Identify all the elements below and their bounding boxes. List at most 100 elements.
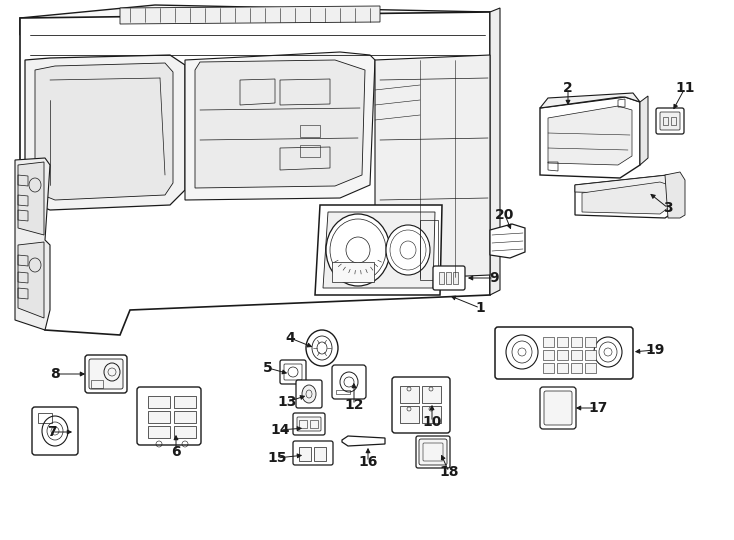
Ellipse shape	[386, 225, 430, 275]
Polygon shape	[490, 8, 500, 295]
Text: 8: 8	[50, 367, 60, 381]
Bar	[310, 420, 318, 428]
Bar	[420, 220, 438, 280]
Text: 19: 19	[645, 343, 665, 357]
Bar	[148, 426, 170, 438]
Bar	[174, 411, 196, 423]
Text: 16: 16	[358, 455, 378, 469]
Polygon shape	[18, 242, 44, 318]
Bar	[585, 337, 596, 347]
Bar	[543, 337, 554, 347]
FancyBboxPatch shape	[89, 359, 123, 389]
Text: 10: 10	[422, 415, 442, 429]
Bar	[543, 363, 554, 373]
Polygon shape	[15, 158, 50, 330]
Bar	[571, 350, 582, 360]
Bar	[557, 350, 568, 360]
Ellipse shape	[506, 335, 538, 369]
Polygon shape	[640, 96, 648, 165]
Polygon shape	[120, 6, 380, 24]
Bar	[422, 386, 441, 403]
Ellipse shape	[594, 337, 622, 367]
FancyBboxPatch shape	[656, 108, 684, 134]
FancyBboxPatch shape	[660, 112, 680, 130]
Bar	[557, 363, 568, 373]
Polygon shape	[540, 97, 640, 178]
Bar	[422, 406, 441, 423]
Polygon shape	[575, 175, 680, 195]
Ellipse shape	[42, 416, 68, 446]
Bar	[148, 396, 170, 408]
Ellipse shape	[326, 214, 390, 286]
Polygon shape	[35, 63, 173, 200]
Polygon shape	[375, 55, 490, 280]
Polygon shape	[20, 12, 490, 335]
FancyBboxPatch shape	[495, 327, 633, 379]
Bar	[671, 117, 676, 125]
Text: 7: 7	[47, 425, 57, 439]
Bar	[38, 413, 52, 423]
FancyBboxPatch shape	[296, 380, 322, 408]
Polygon shape	[540, 93, 640, 108]
Text: 5: 5	[263, 361, 273, 375]
Bar	[336, 390, 350, 394]
FancyBboxPatch shape	[85, 355, 127, 393]
Text: 20: 20	[495, 208, 515, 222]
FancyBboxPatch shape	[392, 377, 450, 433]
Polygon shape	[185, 52, 375, 200]
Text: 6: 6	[171, 445, 181, 459]
Bar	[543, 350, 554, 360]
Text: 11: 11	[675, 81, 695, 95]
FancyBboxPatch shape	[32, 407, 78, 455]
FancyBboxPatch shape	[293, 441, 333, 465]
Text: 13: 13	[277, 395, 297, 409]
Bar	[446, 272, 451, 284]
Polygon shape	[315, 205, 442, 295]
Ellipse shape	[302, 385, 316, 403]
FancyBboxPatch shape	[137, 387, 201, 445]
Bar	[585, 350, 596, 360]
Text: 3: 3	[664, 201, 673, 215]
Polygon shape	[582, 182, 672, 214]
Bar	[332, 262, 374, 282]
Ellipse shape	[306, 330, 338, 366]
Bar	[557, 337, 568, 347]
FancyBboxPatch shape	[293, 413, 325, 435]
FancyBboxPatch shape	[416, 436, 450, 468]
Polygon shape	[323, 212, 435, 288]
Polygon shape	[18, 162, 44, 235]
Polygon shape	[548, 106, 632, 165]
Polygon shape	[20, 5, 490, 35]
Text: 18: 18	[439, 465, 459, 479]
Bar	[299, 447, 311, 461]
Bar	[400, 406, 419, 423]
Polygon shape	[25, 55, 185, 210]
FancyBboxPatch shape	[540, 387, 576, 429]
Text: 4: 4	[285, 331, 295, 345]
Bar	[299, 420, 307, 428]
FancyBboxPatch shape	[332, 365, 366, 399]
Text: 14: 14	[270, 423, 290, 437]
FancyBboxPatch shape	[280, 360, 306, 384]
FancyBboxPatch shape	[419, 439, 447, 465]
Text: 15: 15	[267, 451, 287, 465]
Bar	[571, 363, 582, 373]
Bar	[453, 272, 458, 284]
Polygon shape	[665, 172, 685, 218]
Bar	[585, 363, 596, 373]
Polygon shape	[342, 436, 385, 446]
Bar	[571, 337, 582, 347]
Bar	[439, 272, 444, 284]
Bar	[174, 396, 196, 408]
FancyBboxPatch shape	[433, 266, 465, 290]
Text: 17: 17	[589, 401, 608, 415]
Text: 1: 1	[475, 301, 485, 315]
Text: 2: 2	[563, 81, 573, 95]
Bar	[91, 380, 103, 388]
Polygon shape	[490, 224, 525, 258]
Bar	[400, 386, 419, 403]
Bar	[663, 117, 668, 125]
Bar	[174, 426, 196, 438]
Polygon shape	[575, 175, 680, 218]
FancyBboxPatch shape	[297, 417, 321, 431]
